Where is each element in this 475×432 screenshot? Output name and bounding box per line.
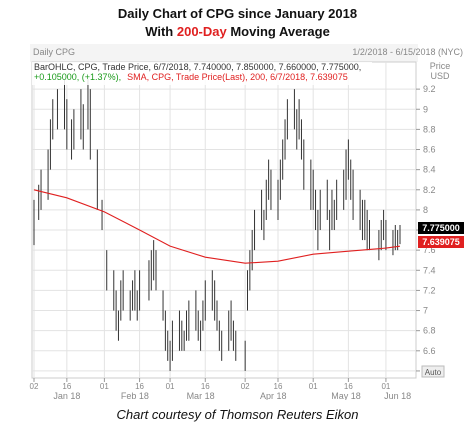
month-label: Apr 18 xyxy=(260,391,287,400)
x-axis-ticks: 02 16 01 16 01 16 02 16 01 16 01 xyxy=(30,378,391,391)
month-label: Feb 18 xyxy=(121,391,149,400)
x-tick-label: 02 xyxy=(30,382,39,391)
plot-area xyxy=(31,61,417,379)
ohlc-bars xyxy=(33,79,401,371)
y-tick-label: 9 xyxy=(423,104,428,114)
sma-value: 7.639075 xyxy=(422,237,460,247)
x-tick-label: 16 xyxy=(62,382,71,391)
x-tick-label: 16 xyxy=(274,382,283,391)
panel-name: Daily CPG xyxy=(33,47,75,57)
y-tick-label: 9.2 xyxy=(423,84,436,94)
legend-ohlc: BarOHLC, CPG, Trade Price, 6/7/2018, 7.7… xyxy=(34,62,361,72)
legend-change: +0.105000, (+1.37%), xyxy=(34,72,121,82)
y-tick-label: 6.6 xyxy=(423,346,436,356)
price-label: Price xyxy=(430,61,451,71)
sma-200-line xyxy=(33,189,401,264)
y-tick-label: 7.6 xyxy=(423,245,436,255)
y-tick-label: 8.6 xyxy=(423,145,436,155)
last-price-value: 7.775000 xyxy=(422,223,460,233)
price-chart: Daily CPG 1/2/2018 - 6/15/2018 (NYC) Pri… xyxy=(30,44,464,400)
x-tick-label: 01 xyxy=(309,382,318,391)
month-label: Mar 18 xyxy=(187,391,215,400)
subtitle-suffix: Moving Average xyxy=(226,24,330,39)
month-labels: Jan 18 Feb 18 Mar 18 Apr 18 May 18 Jun 18 xyxy=(53,391,411,400)
y-tick-label: 8.8 xyxy=(423,124,436,134)
x-tick-label: 16 xyxy=(201,382,210,391)
legend-bg xyxy=(32,62,372,85)
chart-title: Daily Chart of CPG since January 2018 xyxy=(117,6,358,21)
x-tick-label: 01 xyxy=(100,382,109,391)
subtitle-prefix: With xyxy=(145,24,177,39)
month-label: Jan 18 xyxy=(53,391,80,400)
legend-line2: +0.105000, (+1.37%), SMA, CPG, Trade Pric… xyxy=(34,72,348,82)
subtitle-highlight: 200-Day xyxy=(176,24,227,39)
caption: Chart courtesy of Thomson Reuters Eikon xyxy=(116,407,359,422)
month-label: May 18 xyxy=(331,391,361,400)
legend-sma: SMA, CPG, Trade Price(Last), 200, 6/7/20… xyxy=(127,72,348,82)
month-label: Jun 18 xyxy=(384,391,411,400)
x-tick-label: 01 xyxy=(166,382,175,391)
y-tick-label: 8.2 xyxy=(423,185,436,195)
y-tick-label: 7 xyxy=(423,306,428,316)
panel-date-range: 1/2/2018 - 6/15/2018 (NYC) xyxy=(352,47,463,57)
chart-subtitle: With 200-Day Moving Average xyxy=(0,24,475,39)
y-tick-label: 8 xyxy=(423,205,428,215)
auto-scale-button[interactable] xyxy=(421,365,445,378)
panel-header-bg xyxy=(30,44,418,62)
x-tick-label: 16 xyxy=(135,382,144,391)
last-price-tag xyxy=(418,222,464,234)
auto-scale-label: Auto xyxy=(425,368,442,377)
x-tick-label: 01 xyxy=(381,382,390,391)
y-tick-label: 7.2 xyxy=(423,285,436,295)
sma-tag xyxy=(418,236,464,248)
currency-label: USD xyxy=(430,71,450,81)
x-tick-label: 02 xyxy=(241,382,250,391)
y-tick-label: 7.4 xyxy=(423,265,436,275)
x-tick-label: 16 xyxy=(344,382,353,391)
y-tick-label: 6.8 xyxy=(423,326,436,336)
y-tick-label: 8.4 xyxy=(423,165,436,175)
